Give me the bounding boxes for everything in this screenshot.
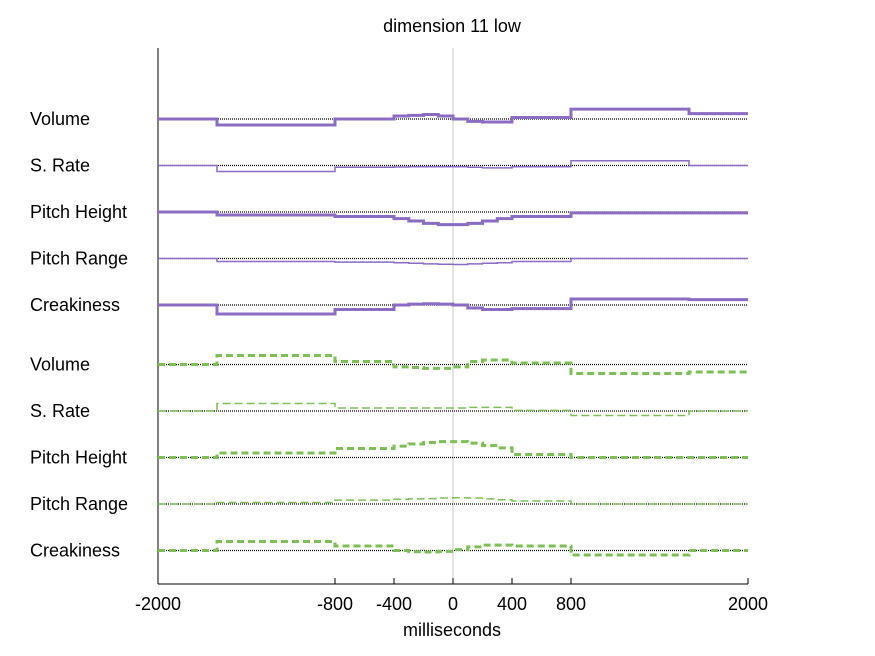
track-label: Volume bbox=[30, 355, 90, 375]
series-line bbox=[158, 210, 748, 227]
x-tick-label: 0 bbox=[448, 594, 458, 614]
x-tick-label: -400 bbox=[376, 594, 412, 614]
track-label: Pitch Height bbox=[30, 448, 127, 468]
series-line bbox=[158, 257, 748, 266]
track-label: Creakiness bbox=[30, 295, 120, 315]
track-label: Volume bbox=[30, 109, 90, 129]
series-line bbox=[158, 159, 748, 173]
series-line bbox=[158, 297, 748, 316]
x-axis-label: milliseconds bbox=[403, 620, 501, 640]
track-label: Pitch Range bbox=[30, 494, 128, 514]
track-label: S. Rate bbox=[30, 156, 90, 176]
x-tick-label: 400 bbox=[497, 594, 527, 614]
series-line bbox=[158, 496, 748, 505]
track-label: S. Rate bbox=[30, 401, 90, 421]
series-line bbox=[158, 540, 748, 557]
track-label: Pitch Height bbox=[30, 202, 127, 222]
track-label: Pitch Range bbox=[30, 249, 128, 269]
x-tick-label: -2000 bbox=[135, 594, 181, 614]
chart-title: dimension 11 low bbox=[383, 16, 522, 36]
series-line bbox=[158, 402, 748, 417]
x-tick-label: -800 bbox=[317, 594, 353, 614]
series-line bbox=[158, 354, 748, 375]
series-line bbox=[158, 440, 748, 459]
x-tick-label: 2000 bbox=[728, 594, 768, 614]
x-tick-label: 800 bbox=[556, 594, 586, 614]
series-line bbox=[158, 107, 748, 127]
track-label: Creakiness bbox=[30, 541, 120, 561]
